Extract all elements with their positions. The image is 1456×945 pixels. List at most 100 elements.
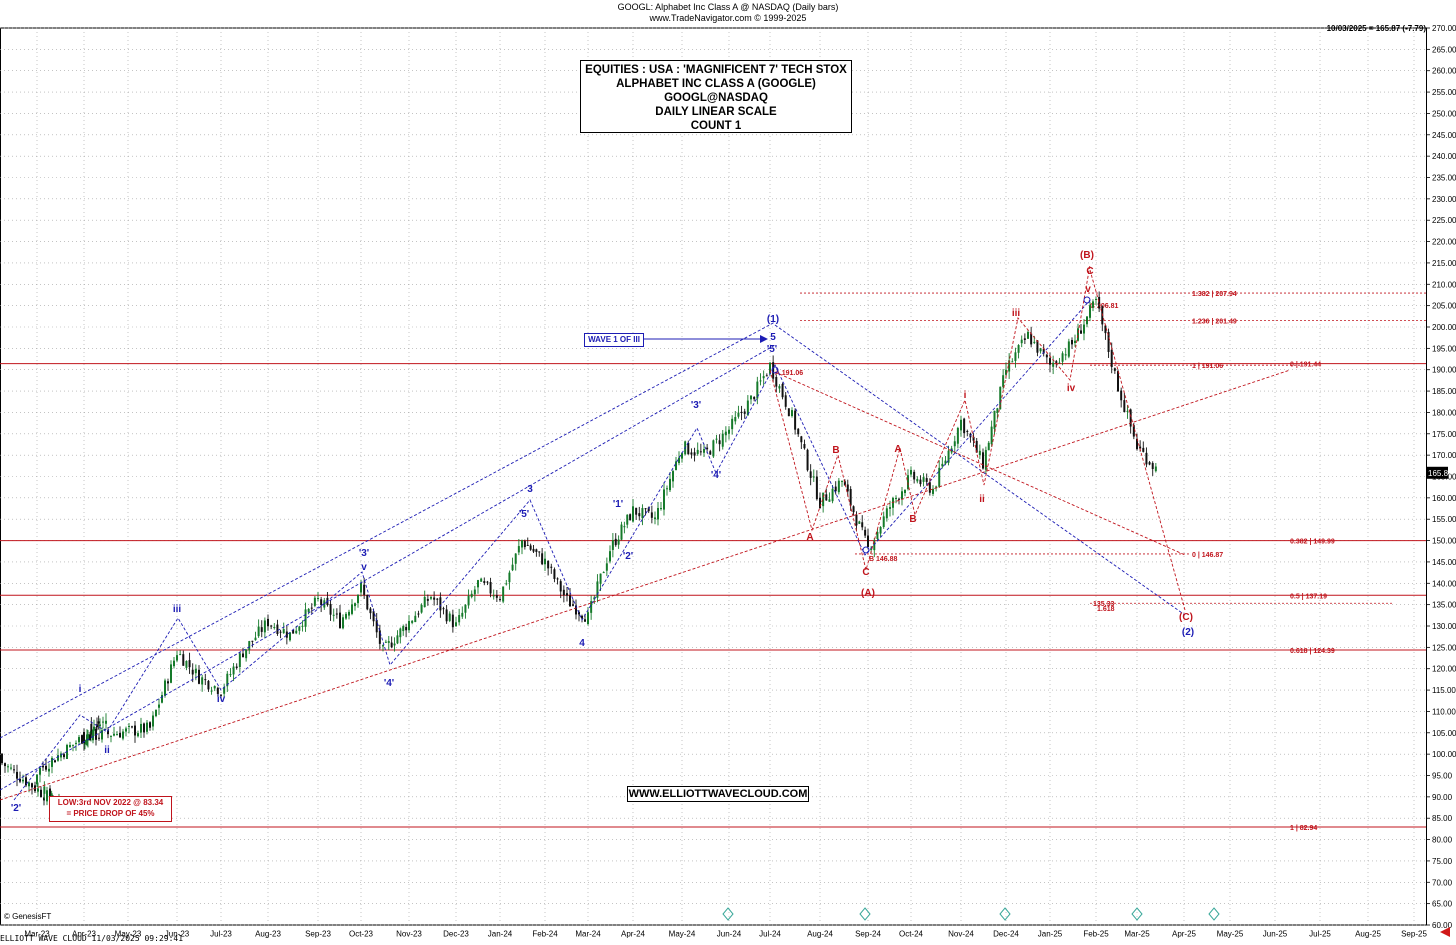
wave-label-blue: iii	[173, 604, 182, 615]
wave-trendline	[0, 344, 776, 791]
candle-body	[167, 681, 169, 684]
candle-body	[301, 625, 304, 627]
candle-body	[378, 630, 381, 644]
candle-body	[947, 450, 950, 463]
fib-level-label: 1 | 82.94	[1290, 825, 1317, 832]
wave-label-blue: '4'	[384, 678, 394, 689]
candle-body	[226, 673, 229, 687]
candle-body	[775, 376, 778, 387]
candle-body	[569, 595, 571, 607]
candle-body	[455, 622, 457, 626]
candle-body	[581, 615, 583, 619]
y-tick-label: 265.00	[1432, 45, 1456, 54]
candle-body	[858, 521, 861, 524]
candle-body	[696, 449, 699, 454]
candle-body	[499, 599, 501, 601]
event-marker-icon	[1208, 907, 1220, 921]
footer-stamp: ELLIOTT WAVE CLOUD 11/03/2025 09:29:41	[0, 934, 184, 943]
candle-body	[420, 604, 423, 613]
wave-trendline	[774, 324, 1186, 616]
candle-body	[740, 411, 743, 414]
candle-body	[753, 397, 756, 400]
candle-body	[433, 597, 436, 600]
candle-body	[1107, 331, 1110, 352]
candle-body	[442, 608, 445, 610]
extra-level-label: 1.618	[1097, 606, 1115, 613]
candle-body	[1080, 330, 1082, 334]
candle-body	[486, 581, 489, 583]
low-callout-line-1: LOW:3rd NOV 2022 @ 83.34	[57, 798, 164, 807]
candle-body	[1126, 410, 1129, 412]
candle-body	[464, 604, 467, 613]
candle-body	[521, 540, 523, 548]
candle-body	[1104, 325, 1107, 334]
candle-body	[978, 450, 981, 455]
x-tick-label: Feb-24	[532, 930, 558, 939]
candle-body	[45, 765, 47, 770]
candle-body	[204, 679, 207, 681]
wave-label-blue: '2'	[11, 803, 21, 814]
y-tick-label: 110.00	[1432, 707, 1456, 716]
y-tick-label: 200.00	[1432, 323, 1456, 332]
candle-body	[699, 451, 702, 453]
candle-body	[448, 613, 451, 621]
candle-body	[273, 627, 276, 629]
candle-body	[828, 499, 831, 502]
candle-body	[1014, 352, 1017, 361]
candle-body	[769, 362, 771, 374]
candle-body	[599, 573, 602, 584]
candle-body	[54, 760, 56, 763]
candle-body	[861, 522, 864, 528]
candle-body	[48, 768, 50, 772]
x-tick-label: Apr-25	[1172, 930, 1197, 939]
candle-body	[119, 732, 121, 738]
candle-body	[907, 475, 909, 489]
candle-body	[81, 735, 83, 744]
wave-label-blue: ii	[104, 745, 110, 756]
candle-body	[402, 626, 405, 632]
candle-body	[342, 617, 344, 629]
wave-label-red: B	[909, 514, 916, 525]
candle-body	[1132, 425, 1135, 437]
candle-body	[517, 546, 520, 553]
candle-body	[393, 643, 396, 646]
candle-body	[849, 489, 852, 506]
wave-label-blue: (1)	[767, 314, 779, 325]
candle-body	[523, 541, 526, 548]
candle-body	[307, 608, 310, 612]
candle-body	[10, 767, 12, 769]
candle-body	[990, 426, 993, 445]
candle-body	[158, 704, 160, 708]
candle-body	[609, 551, 611, 562]
candle-body	[693, 452, 696, 456]
wave-label-blue: 3	[527, 484, 533, 495]
candle-body	[1008, 360, 1011, 372]
x-tick-label: Nov-23	[396, 930, 422, 939]
candle-body	[895, 497, 897, 499]
candle-body	[134, 725, 136, 736]
candle-body	[191, 669, 194, 675]
candle-body	[831, 488, 834, 502]
candle-body	[901, 491, 903, 500]
candle-body	[1083, 324, 1085, 334]
candle-body	[690, 452, 693, 455]
candle-body	[922, 477, 925, 482]
x-tick-label: Aug-25	[1355, 930, 1381, 939]
candle-body	[666, 488, 668, 490]
last-price-summary: 10/03/2025 = 165.87 (-7.79)	[1326, 24, 1426, 33]
candle-body	[879, 527, 882, 534]
candle-body	[128, 725, 130, 727]
candle-body	[505, 583, 508, 585]
candle-body	[345, 613, 347, 619]
y-tick-label: 100.00	[1432, 750, 1456, 759]
genesis-credit: © GenesisFT	[4, 912, 52, 921]
candle-body	[578, 612, 580, 615]
candle-body	[919, 479, 922, 485]
candle-body	[110, 735, 112, 737]
candle-body	[837, 480, 840, 493]
x-tick-label: Sep-23	[305, 930, 331, 939]
candle-body	[473, 589, 476, 595]
candle-body	[107, 730, 109, 735]
candle-body	[143, 723, 145, 733]
y-tick-label: 80.00	[1432, 836, 1453, 845]
